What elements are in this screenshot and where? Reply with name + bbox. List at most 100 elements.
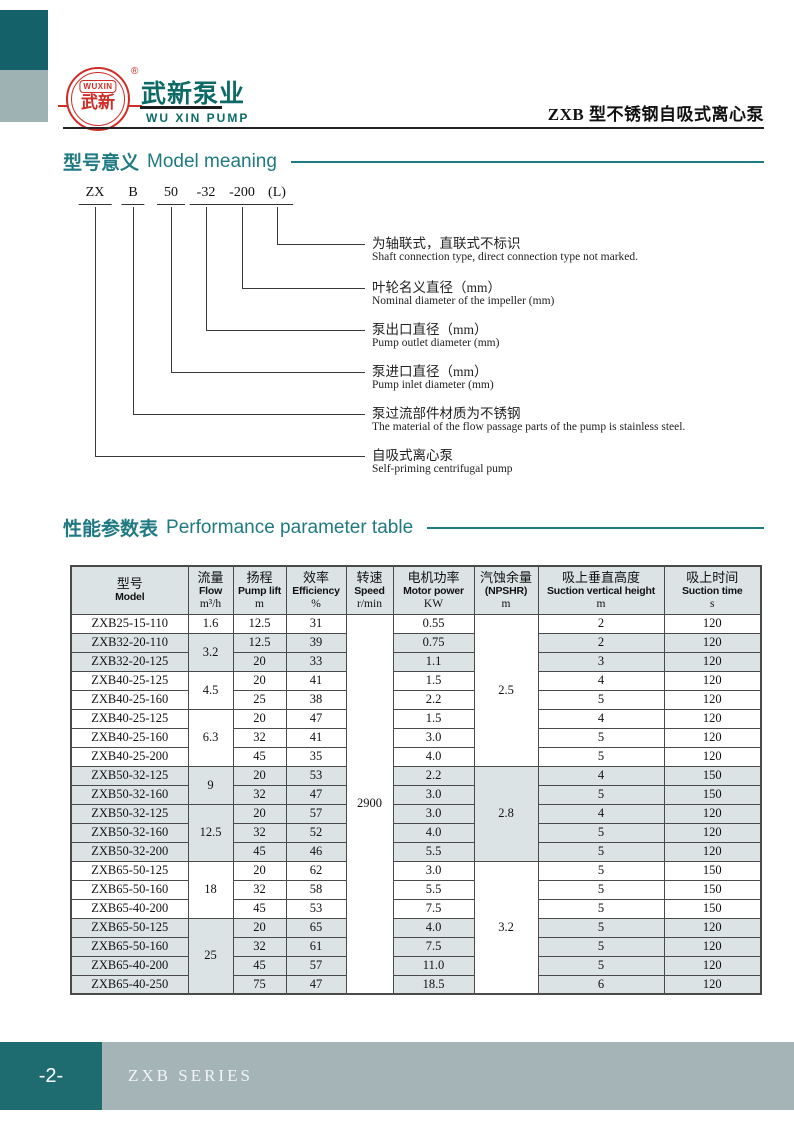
registered-trademark-icon: ® xyxy=(131,66,139,77)
cell-model: ZXB65-50-125 xyxy=(70,860,189,881)
table-row: ZXB40-25-125 4.5 20 41 1.5 4 120 xyxy=(70,670,762,710)
cell-efficiency: 53 xyxy=(285,765,347,786)
annotation-en: Nominal diameter of the impeller (mm) xyxy=(372,295,555,307)
diagram-connector-line xyxy=(95,207,365,457)
header-unit: m xyxy=(596,597,606,610)
cell-suction-time: 150 xyxy=(663,898,762,919)
annotation-en: Pump outlet diameter (mm) xyxy=(372,337,500,349)
annotation-cn: 泵出口直径（mm） xyxy=(372,322,488,337)
header-unit: m xyxy=(255,597,264,610)
cell-suction-height: 5 xyxy=(537,689,665,710)
table-row: ZXB40-25-160 32 41 3.0 5 120 xyxy=(70,727,762,748)
annotation-cn: 叶轮名义直径（mm） xyxy=(372,280,502,295)
company-name-cn: 武新泵业 xyxy=(141,80,246,108)
top-left-dark-block xyxy=(0,10,48,70)
cell-pump-lift: 12.5 xyxy=(232,613,287,634)
cell-efficiency: 31 xyxy=(285,613,347,634)
cell-efficiency: 57 xyxy=(285,803,347,824)
cell-motor-power: 7.5 xyxy=(392,898,475,919)
section-performance-heading: 性能参数表 Performance parameter table xyxy=(63,514,764,541)
annotation-cn: 泵过流部件材质为不锈钢 xyxy=(372,406,521,421)
cell-suction-height: 4 xyxy=(537,765,665,786)
cell-pump-lift: 32 xyxy=(232,784,287,805)
cell-efficiency: 47 xyxy=(285,784,347,805)
cell-model: ZXB25-15-110 xyxy=(70,613,189,634)
table-header-cell: 电机功率 Motor power KW xyxy=(392,565,475,615)
cell-motor-power: 0.55 xyxy=(392,613,475,634)
cell-pump-lift: 45 xyxy=(232,746,287,767)
model-part: ZX xyxy=(78,185,112,205)
cell-model: ZXB32-20-110 xyxy=(70,632,189,653)
model-part: (L) xyxy=(261,185,293,205)
footer-band xyxy=(102,1042,794,1110)
cell-efficiency: 52 xyxy=(285,822,347,843)
cell-suction-height: 5 xyxy=(537,841,665,862)
cell-model: ZXB50-32-125 xyxy=(70,803,189,824)
cell-motor-power: 3.0 xyxy=(392,727,475,748)
cell-suction-time: 120 xyxy=(663,917,762,938)
table-row: ZXB32-20-125 20 33 1.1 3 120 xyxy=(70,651,762,672)
header-en: (NPSHR) xyxy=(484,584,528,597)
company-logo: WUXIN 武新 ® 武新泵业 WU XIN PUMP xyxy=(0,0,400,140)
cell-pump-lift: 20 xyxy=(232,708,287,729)
header-en: Pump lift xyxy=(237,584,282,597)
table-row: ZXB40-25-160 25 38 2.2 5 120 xyxy=(70,689,762,710)
cell-efficiency: 41 xyxy=(285,727,347,748)
model-part: -32 xyxy=(189,185,223,205)
annotation-cn: 泵进口直径（mm） xyxy=(372,364,488,379)
diagram-connector-line xyxy=(133,207,365,415)
cell-suction-time: 120 xyxy=(663,670,762,691)
cell-suction-height: 5 xyxy=(537,784,665,805)
cell-suction-height: 5 xyxy=(537,917,665,938)
cell-pump-lift: 20 xyxy=(232,670,287,691)
cell-pump-lift: 45 xyxy=(232,955,287,976)
model-part: -200 xyxy=(222,185,262,205)
cell-pump-lift: 32 xyxy=(232,936,287,957)
cell-suction-time: 120 xyxy=(663,651,762,672)
cell-pump-lift: 20 xyxy=(232,651,287,672)
company-name-en: WU XIN PUMP xyxy=(146,111,250,125)
cell-model: ZXB40-25-200 xyxy=(70,746,189,767)
cell-efficiency: 65 xyxy=(285,917,347,938)
cell-npshr: 3.2 xyxy=(473,860,539,995)
table-row: ZXB50-32-160 32 52 4.0 5 120 xyxy=(70,822,762,843)
cell-motor-power: 5.5 xyxy=(392,841,475,862)
cell-pump-lift: 20 xyxy=(232,917,287,938)
cell-model: ZXB50-32-125 xyxy=(70,765,189,786)
cell-motor-power: 7.5 xyxy=(392,936,475,957)
cell-suction-time: 120 xyxy=(663,708,762,729)
section-title-en: Performance parameter table xyxy=(166,516,414,538)
header-unit: r/min xyxy=(357,597,382,610)
model-part: B xyxy=(121,185,145,205)
cell-model: ZXB40-25-125 xyxy=(70,670,189,691)
cell-suction-height: 5 xyxy=(537,860,665,881)
footer-page-number: -2- xyxy=(0,1042,102,1110)
cell-model: ZXB65-50-125 xyxy=(70,917,189,938)
cell-suction-time: 120 xyxy=(663,727,762,748)
cell-suction-height: 2 xyxy=(537,632,665,653)
cell-motor-power: 4.0 xyxy=(392,746,475,767)
cell-pump-lift: 20 xyxy=(232,860,287,881)
header-rule xyxy=(63,127,764,129)
table-header-cell: 扬程 Pump lift m xyxy=(232,565,287,615)
header-cn: 流量 xyxy=(197,569,224,585)
cell-motor-power: 18.5 xyxy=(392,974,475,995)
cell-pump-lift: 32 xyxy=(232,727,287,748)
cell-efficiency: 62 xyxy=(285,860,347,881)
table-row: ZXB65-40-200 45 53 7.5 5 150 xyxy=(70,898,762,919)
table-header-cell: 吸上垂直高度 Suction vertical height m xyxy=(537,565,665,615)
cell-speed: 2900 xyxy=(345,613,394,995)
cell-model: ZXB32-20-125 xyxy=(70,651,189,672)
cell-efficiency: 53 xyxy=(285,898,347,919)
diagram-annotation: 自吸式离心泵 Self-priming centrifugal pump xyxy=(372,448,762,476)
cell-motor-power: 3.0 xyxy=(392,860,475,881)
table-header-cell: 型号 Model xyxy=(70,565,189,615)
cell-flow: 9 xyxy=(187,765,234,805)
table-row: ZXB65-40-250 75 47 18.5 6 120 xyxy=(70,974,762,995)
cell-model: ZXB40-25-160 xyxy=(70,689,189,710)
section-model-meaning-heading: 型号意义 Model meaning xyxy=(63,148,764,175)
cell-suction-time: 120 xyxy=(663,936,762,957)
cell-pump-lift: 25 xyxy=(232,689,287,710)
annotation-cn: 为轴联式，直联式不标识 xyxy=(372,236,521,251)
cell-motor-power: 1.1 xyxy=(392,651,475,672)
